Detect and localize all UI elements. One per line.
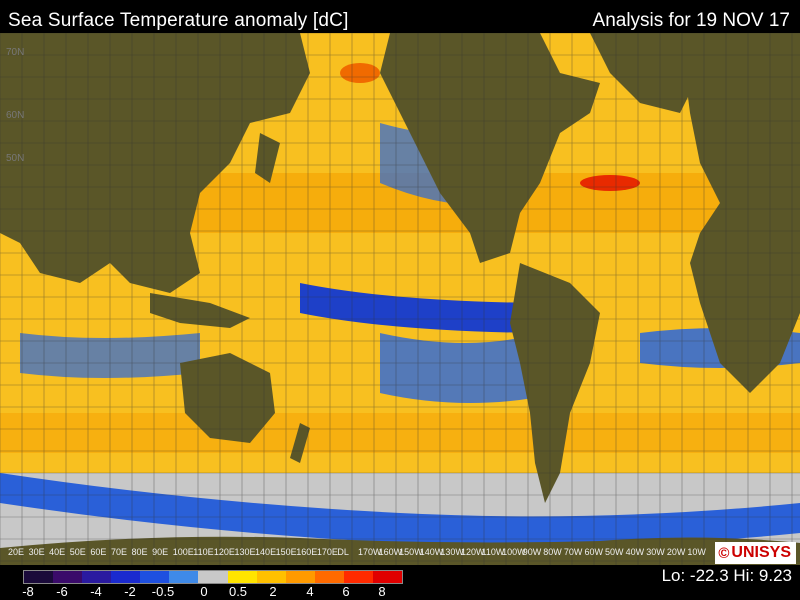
lon-labels: 20E 30E 40E 50E 60E 70E 80E 90E 100E 110E 120E 130E… [8, 547, 706, 557]
lon-label: 40W [626, 547, 645, 557]
lon-label: 100W [502, 547, 526, 557]
lo-hi-stats: Lo: -22.3 Hi: 9.23 [661, 566, 792, 585]
lon-label: 50W [605, 547, 624, 557]
lon-label: DL [337, 547, 349, 557]
lon-label: 90W [523, 547, 542, 557]
unisys-logo: © UNISYS [715, 542, 796, 564]
lon-label: 80E [132, 547, 148, 557]
lon-label: 20W [667, 547, 686, 557]
sst-anomaly-map: 70N 60N 50N 20E 30E 40E 50E 60E 70E 80E 90E 100E… [0, 33, 800, 565]
legend-tick-label: -4 [90, 584, 102, 599]
lat-label: 70N [6, 47, 24, 58]
lon-label: 20E [8, 547, 24, 557]
antarctica [0, 536, 800, 565]
alaska-hotspot [340, 63, 380, 83]
lon-label: 60W [584, 547, 603, 557]
lon-label: 90E [152, 547, 168, 557]
north-america [380, 33, 600, 263]
copyright-symbol: © [718, 544, 730, 562]
lon-label: 70W [564, 547, 583, 557]
lon-label: 130W [440, 547, 464, 557]
legend-swatch [285, 571, 315, 583]
lon-label: 160E [296, 547, 317, 557]
lon-label: 140E [255, 547, 276, 557]
legend-swatch [169, 571, 199, 583]
logo-text: UNISYS [731, 544, 791, 561]
lon-label: 160W [379, 547, 403, 557]
lon-label: 10W [687, 547, 706, 557]
legend-tick-label: 0.5 [228, 584, 248, 599]
legend-tick-label: 4 [306, 584, 314, 599]
australia [180, 353, 275, 443]
greenland [590, 33, 700, 113]
legend-swatch [256, 571, 286, 583]
south-america [510, 263, 600, 503]
japan [255, 133, 280, 183]
map-title: Sea Surface Temperature anomaly [dC] [8, 10, 349, 31]
legend-tick-label: 8 [378, 584, 386, 599]
lon-label: 40E [49, 547, 65, 557]
warm-band [0, 413, 800, 453]
legend-swatch [24, 571, 54, 583]
southern-cool-band [0, 473, 800, 547]
lon-label: 70E [111, 547, 127, 557]
legend-swatch [53, 571, 83, 583]
legend-tick-label: 0 [200, 584, 208, 599]
legend-swatch [227, 571, 257, 583]
color-legend [23, 570, 403, 584]
legend-tick-label: 2 [269, 584, 277, 599]
lon-label: 30E [29, 547, 45, 557]
south-pacific-cool [380, 333, 560, 403]
lon-label: 170E [317, 547, 338, 557]
legend-tick-label: -0.5 [151, 584, 175, 599]
lon-label: 120W [461, 547, 485, 557]
legend-swatch [343, 571, 373, 583]
equatorial-cool-band [300, 283, 560, 333]
new-zealand [290, 423, 310, 463]
legend-tick-label: -8 [22, 584, 34, 599]
legend-swatch [111, 571, 141, 583]
lon-label: 110W [482, 547, 505, 557]
legend-swatch [198, 571, 228, 583]
lon-label: 60E [90, 547, 106, 557]
lon-label: 80W [543, 547, 562, 557]
legend-tick-label: -2 [124, 584, 136, 599]
legend-swatch [314, 571, 344, 583]
legend-swatch [82, 571, 112, 583]
legend-swatch [372, 571, 403, 583]
legend-tick-label: -6 [56, 584, 68, 599]
legend-swatch [140, 571, 170, 583]
lon-label: 170W [358, 547, 382, 557]
lon-label: 150E [276, 547, 297, 557]
lon-label: 120E [214, 547, 235, 557]
eurasia [0, 33, 310, 293]
lon-label: 140W [420, 547, 444, 557]
lat-label: 50N [6, 153, 24, 164]
lat-label: 60N [6, 110, 24, 121]
lon-label: 30W [646, 547, 665, 557]
lon-label: 110E [193, 547, 213, 557]
lon-label: 100E [173, 547, 194, 557]
analysis-date: Analysis for 19 NOV 17 [592, 10, 790, 31]
graticule [0, 33, 800, 565]
lon-label: 150W [399, 547, 423, 557]
legend-tick-label: 6 [342, 584, 350, 599]
lon-label: 130E [234, 547, 255, 557]
lon-label: 50E [70, 547, 86, 557]
legend-ticks: -8 -6 -4 -2 -0.5 0 0.5 2 4 6 8 [0, 584, 420, 600]
north-atlantic-hotspot [580, 175, 640, 191]
